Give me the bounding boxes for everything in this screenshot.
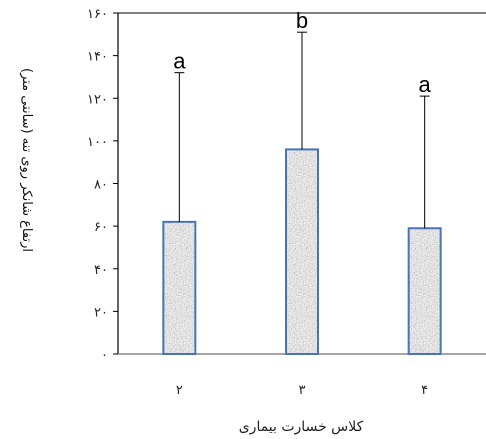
x-tick-label: ۴ (421, 383, 428, 398)
y-tick-label: ۱۶۰ (87, 7, 108, 22)
y-axis-ticks: ۰ ۲۰ ۴۰ ۶۰ ۸۰ ۱۰۰ ۱۲۰ ۱۴۰ ۱۶۰ (87, 7, 118, 363)
y-tick-label: ۲۰ (94, 305, 108, 320)
y-tick-label: ۱۲۰ (87, 92, 108, 107)
y-tick-label: ۱۴۰ (87, 50, 108, 65)
bars: a b a (162, 8, 442, 356)
y-tick-label: ۴۰ (94, 263, 108, 278)
y-tick-label: ۰ (101, 348, 108, 363)
bar (162, 220, 197, 355)
x-tick-label: ۳ (299, 383, 306, 398)
x-axis-ticks: ۲ ۳ ۴ (176, 383, 428, 398)
y-tick-label: ۸۰ (94, 178, 108, 193)
y-tick-label: ۶۰ (94, 220, 108, 235)
x-tick-label: ۲ (176, 383, 183, 398)
significance-letter: a (419, 72, 432, 97)
bar (407, 227, 442, 356)
y-axis-label: ارتفاع شانکر روی تنه (سانتی متر) (19, 68, 34, 252)
significance-letter: b (296, 8, 308, 33)
significance-letter: a (173, 49, 186, 74)
bar (285, 148, 319, 355)
y-tick-label: ۱۰۰ (87, 135, 108, 150)
x-axis-label: کلاس خسارت بیماری (239, 419, 364, 435)
